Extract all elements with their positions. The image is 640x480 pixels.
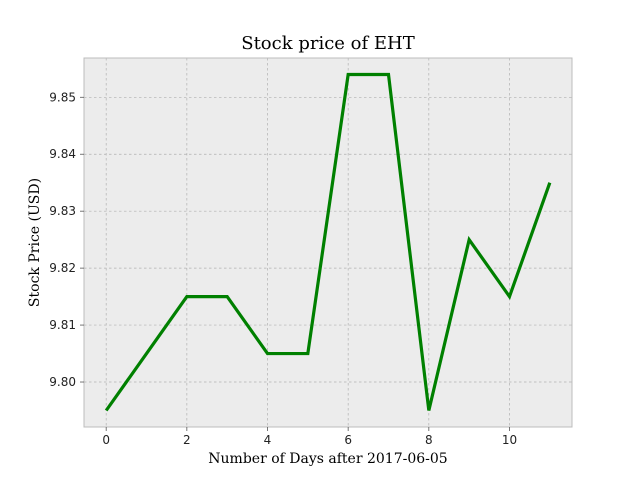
y-tick-label: 9.81 bbox=[49, 318, 76, 332]
y-axis-ticks: 9.80 9.81 9.82 9.83 9.84 9.85 bbox=[49, 90, 84, 389]
x-tick-label: 2 bbox=[183, 433, 191, 447]
x-axis-label: Number of Days after 2017-06-05 bbox=[208, 451, 447, 467]
chart-title: Stock price of EHT bbox=[241, 33, 415, 54]
series-line bbox=[104, 72, 552, 412]
grid-lines bbox=[84, 58, 572, 427]
x-tick-label: 4 bbox=[264, 433, 272, 447]
y-tick-label: 9.80 bbox=[49, 375, 76, 389]
y-axis-label: Stock Price (USD) bbox=[27, 178, 43, 307]
x-tick-label: 6 bbox=[344, 433, 352, 447]
plot-frame bbox=[83, 57, 573, 428]
y-tick-label: 9.84 bbox=[49, 147, 76, 161]
x-axis-ticks: 0 2 4 6 8 10 bbox=[102, 427, 517, 447]
y-tick-label: 9.83 bbox=[49, 204, 76, 218]
series-layer bbox=[104, 72, 552, 412]
x-tick-label: 8 bbox=[425, 433, 433, 447]
x-tick-label: 0 bbox=[102, 433, 110, 447]
plot-background bbox=[84, 58, 572, 427]
y-tick-label: 9.85 bbox=[49, 90, 76, 104]
y-tick-label: 9.82 bbox=[49, 261, 76, 275]
x-tick-label: 10 bbox=[502, 433, 517, 447]
